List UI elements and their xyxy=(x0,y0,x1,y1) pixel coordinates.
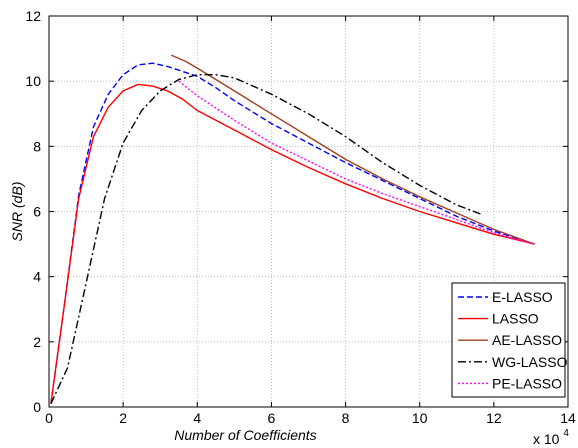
y-tick-label: 8 xyxy=(33,138,41,154)
y-axis-label: SNR (dB) xyxy=(9,182,25,242)
y-tick-label: 2 xyxy=(33,334,41,350)
legend-label-e-lasso: E-LASSO xyxy=(492,289,553,305)
x-tick-label: 2 xyxy=(119,410,127,426)
x-tick-label: 8 xyxy=(342,410,350,426)
axis-ticks: 0 2 4 6 8 10 12 14 0 2 4 6 8 10 12 xyxy=(25,8,576,426)
y-tick-label: 12 xyxy=(25,8,41,24)
y-tick-label: 0 xyxy=(33,399,41,415)
x-tick-label: 14 xyxy=(560,410,576,426)
series-line-wg-lasso xyxy=(50,74,483,404)
x-multiplier-base: x 10 xyxy=(533,431,560,447)
x-tick-label: 12 xyxy=(486,410,502,426)
x-tick-label: 6 xyxy=(268,410,276,426)
x-tick-label: 10 xyxy=(412,410,428,426)
series-line-lasso xyxy=(50,83,535,404)
series-line-e-lasso xyxy=(50,62,535,404)
y-tick-label: 10 xyxy=(25,73,41,89)
legend-label-lasso: LASSO xyxy=(492,311,539,327)
legend: E-LASSO LASSO AE-LASSO WG-LASSO PE-LASSO xyxy=(451,282,568,398)
legend-label-wg-lasso: WG-LASSO xyxy=(492,354,568,370)
legend-label-pe-lasso: PE-LASSO xyxy=(492,375,562,391)
x-axis-label: Number of Coefficients xyxy=(174,427,316,443)
x-tick-label: 4 xyxy=(193,410,201,426)
legend-label-ae-lasso: AE-LASSO xyxy=(492,332,562,348)
y-tick-label: 4 xyxy=(33,269,41,285)
series-line-ae-lasso xyxy=(171,54,535,245)
y-tick-label: 6 xyxy=(33,204,41,220)
x-axis-multiplier: x 10 4 xyxy=(533,428,569,447)
x-tick-label: 0 xyxy=(45,410,53,426)
series-lines xyxy=(50,54,535,404)
series-line-pe-lasso xyxy=(178,80,535,245)
x-multiplier-exponent: 4 xyxy=(563,428,569,439)
